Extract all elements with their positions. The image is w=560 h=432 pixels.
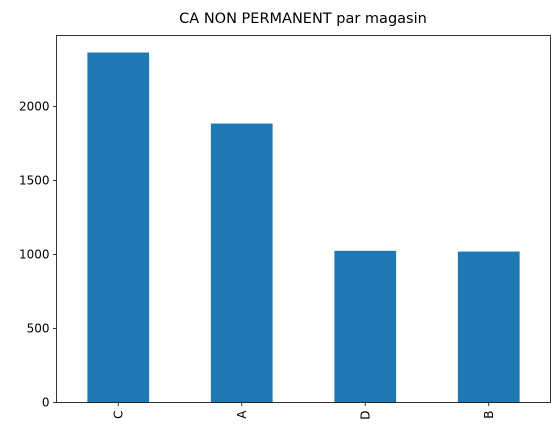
x-tick-label-C: C [111, 411, 125, 419]
y-tick-label-500: 500 [27, 322, 50, 336]
bar-C [87, 53, 149, 403]
y-tick-label-1500: 1500 [19, 174, 50, 188]
bars [87, 53, 519, 403]
x-tick-label-D: D [358, 411, 372, 420]
chart-title: CA NON PERMANENT par magasin [179, 11, 427, 27]
y-tick-label-2000: 2000 [19, 100, 50, 114]
x-tick-label-A: A [235, 410, 249, 419]
bar-B [458, 252, 520, 403]
y-axis: 0 500 1000 1500 2000 [19, 100, 57, 410]
bar-D [334, 251, 396, 403]
y-tick-label-0: 0 [42, 396, 50, 410]
x-tick-label-B: B [482, 411, 496, 419]
y-tick-label-1000: 1000 [19, 248, 50, 262]
bar-A [211, 124, 273, 403]
